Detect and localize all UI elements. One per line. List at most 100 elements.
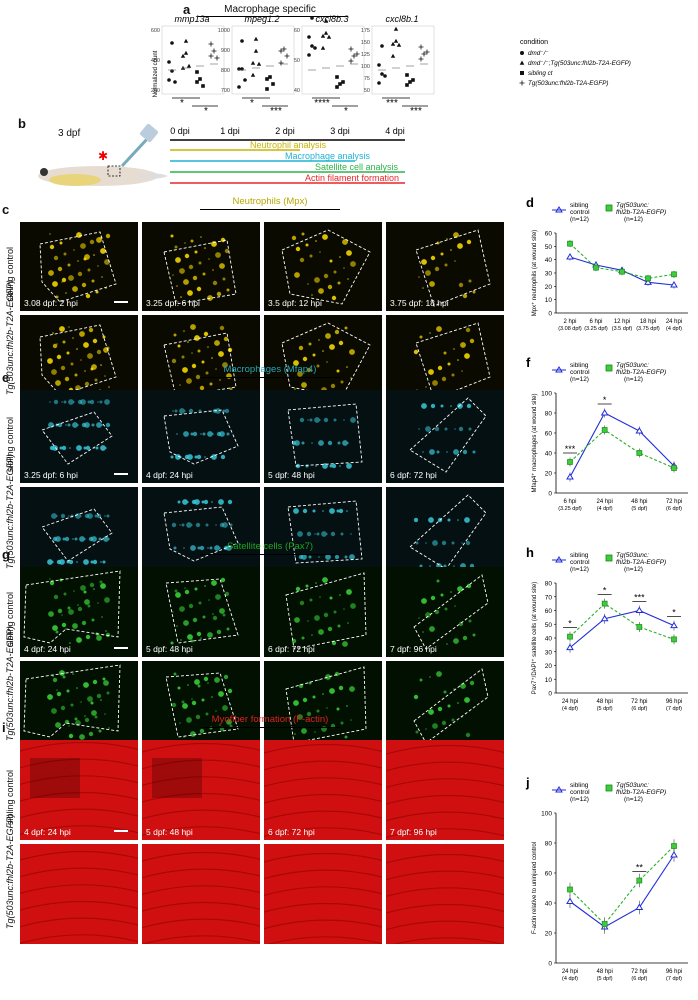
panel-g-header-line [200,554,340,555]
panel-a-legend-item: dmd⁻/⁻ [528,50,549,57]
y-tick-label: 100 [541,391,552,398]
cell-signal [226,719,232,725]
cell-signal [100,561,102,563]
cell-signal [322,350,324,352]
cell-signal [176,285,178,287]
cell-signal [62,675,66,679]
cell-signal [462,449,468,455]
y-tick-label: 50 [545,244,553,251]
micrograph-tile [142,315,260,404]
wound-outline [413,668,489,744]
panel-a-marker [243,78,247,82]
cell-signal [180,639,182,641]
y-tick-label: 40 [545,257,553,264]
legend-n-tg: (n=12) [624,566,643,573]
cell-signal [47,358,53,364]
x-tick-sublabel: (4 dpf) [562,976,578,982]
legend-label-tg: fhl2b-T2A-EGFP) [616,789,666,796]
cell-signal [338,508,344,514]
panel-a-marker [214,55,220,61]
cell-signal [413,694,419,700]
panel-a-legend: condition dmd⁻/⁻ dmd⁻/⁻;Tg(503unc:fhl2b-T2… [519,39,631,87]
panel-a-marker [377,81,381,85]
panel-a-marker [405,83,409,87]
legend-label-sibling: sibling [570,202,589,209]
panel-j-label: j [525,775,530,790]
svg-text:✱: ✱ [98,149,108,163]
panel-a-marker [323,30,329,35]
cell-signal [337,624,341,628]
scale-bar [114,830,128,832]
y-tick-label: 0 [548,491,552,498]
cell-signal [187,634,193,640]
myofiber-edge [264,919,382,930]
cell-signal [209,382,213,386]
cell-signal [437,706,443,712]
x-tick-label: 48 hpi [596,699,612,705]
cell-signal [188,603,194,609]
panel-a-marker [326,34,332,39]
cell-signal [77,604,79,606]
cell-signal [179,268,185,274]
cell-signal [170,234,174,238]
cell-signal [302,697,308,703]
cell-signal [49,401,51,403]
cell-signal [100,364,102,366]
panel-a-marker [393,26,399,31]
cell-signal [441,540,447,546]
micrograph-tile: 3.5 dpf: 12 hpi [264,222,382,311]
y-tick-label: 60 [545,431,553,438]
panel-f-label: f [526,355,531,370]
cell-signal [334,671,340,677]
cell-signal [306,531,312,537]
panel-a-marker [250,72,256,77]
panel-a-marker [320,33,326,38]
cell-signal [195,522,201,528]
micrograph-tile [264,315,382,404]
cell-signal [224,408,230,414]
panel-i-header: Myofiber formation (F-actin) [211,714,329,725]
micrograph-tile: 5 dpf: 48 hpi [142,567,260,657]
cell-signal [68,609,74,615]
cell-signal [314,533,316,535]
cell-signal [207,346,209,348]
cell-signal [307,419,309,421]
x-tick-label: 2 hpi [563,319,576,325]
cell-signal [179,722,181,724]
cell-signal [68,515,70,517]
wound-outline [165,672,239,738]
cell-signal [295,246,301,252]
micrograph-image [281,229,371,305]
cell-signal [323,612,329,618]
cell-signal [342,440,348,446]
cell-signal [177,500,181,504]
myofiber-edge [142,851,260,862]
cell-signal [338,685,344,691]
panel-a-ytick: 700 [221,88,230,94]
cell-signal [79,536,85,542]
cell-signal [446,238,448,240]
cell-signal [465,540,471,546]
myofiber-edge [20,808,138,819]
cell-signal [186,378,192,384]
cell-signal [340,380,344,384]
cell-signal [73,590,75,592]
x-tick-label: 6 hpi [589,319,602,325]
scale-bar [114,301,128,303]
x-tick-sublabel: (4 dpf) [666,326,682,332]
cell-signal [49,578,51,580]
timeline-analysis-label: Neutrophil analysis [250,140,327,150]
cell-signal [95,446,99,450]
cell-signal [202,615,206,619]
panel-g-row-label: Tg(503unc:fhl2b-T2A-EGFP) [5,626,15,741]
cell-signal [211,501,213,503]
micrograph-tile [264,844,382,944]
cell-signal [204,247,206,249]
cell-signal [220,454,226,460]
y-tick-label: 60 [545,871,553,878]
panel-a-marker [418,56,424,62]
panel-a-sig: *** [386,98,398,109]
data-point-tg [567,633,573,640]
cell-signal [336,707,340,711]
panel-b-label: b [18,116,26,131]
